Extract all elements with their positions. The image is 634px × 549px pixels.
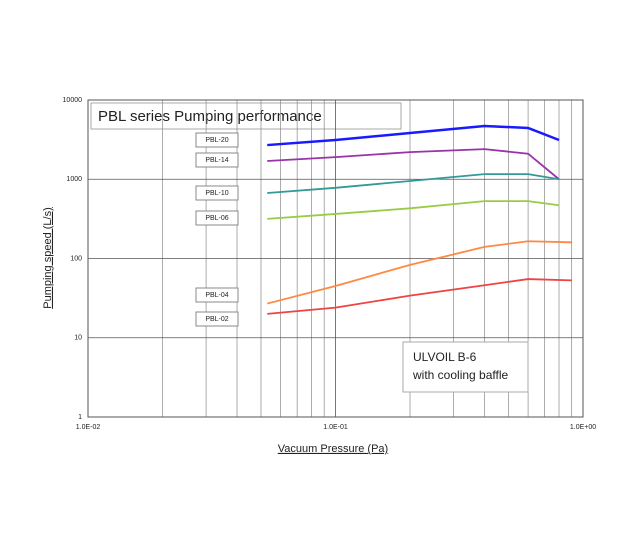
legend-label: PBL-02 [205, 316, 228, 323]
legend-label: PBL-04 [205, 292, 228, 299]
annotation: ULVOIL B-6 [413, 350, 477, 364]
annotation-box [402, 341, 529, 393]
legend-box [195, 185, 239, 201]
annotation: with cooling baffle [412, 368, 509, 382]
legend-box [195, 210, 239, 226]
series-line [267, 173, 560, 194]
legend-box [195, 287, 239, 303]
y-axis-label: Pumping speed (L/s) [42, 207, 54, 309]
y-tick-label: 1 [78, 414, 82, 421]
series-line [267, 278, 572, 315]
chart-title: PBL series Pumping performance [98, 108, 322, 125]
series-line [267, 148, 560, 180]
legend-label: PBL-14 [205, 157, 228, 164]
legend-label: PBL-06 [205, 215, 228, 222]
x-tick-label: 1.0E-02 [76, 424, 101, 431]
series-line [267, 240, 572, 305]
title-box [90, 102, 402, 130]
legend-label: PBL-20 [205, 137, 228, 144]
y-tick-label: 10000 [63, 97, 83, 104]
legend-box [195, 311, 239, 327]
x-tick-label: 1.0E+00 [570, 424, 596, 431]
x-tick-label: 1.0E-01 [323, 424, 348, 431]
legend-label: PBL-10 [205, 190, 228, 197]
y-tick-label: 100 [70, 255, 82, 262]
legend-box [195, 152, 239, 168]
y-tick-label: 1000 [66, 176, 82, 183]
y-tick-label: 10 [74, 335, 82, 342]
series-line [267, 124, 560, 147]
series-line [267, 200, 560, 220]
legend-box [195, 132, 239, 148]
x-axis-label: Vacuum Pressure (Pa) [278, 443, 388, 455]
